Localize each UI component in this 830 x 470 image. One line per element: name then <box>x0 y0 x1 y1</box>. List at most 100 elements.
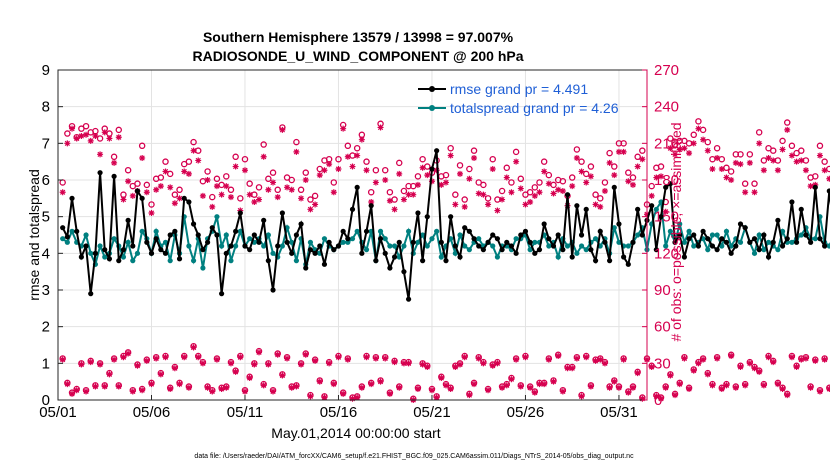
series-point-rmse <box>359 250 365 256</box>
x-axis: 05/01 05/06 05/11 05/16 05/21 05/26 05/31 <box>39 395 638 421</box>
obs-assimilated-low-marker <box>639 395 646 402</box>
obs-assimilated-marker <box>447 152 454 159</box>
obs-assimilated-low-marker <box>433 394 440 401</box>
obs-assimilated-marker <box>709 166 716 172</box>
obs-assimilated-marker <box>648 192 655 199</box>
obs-assimilated-marker <box>513 158 520 165</box>
obs-assimilated-marker <box>302 177 309 183</box>
obs-assimilated-low-marker <box>428 387 435 394</box>
obs-possible-marker <box>311 192 319 200</box>
obs-assimilated-low-marker <box>816 388 823 395</box>
obs-assimilated-low-marker <box>700 356 707 363</box>
obs-assimilated-low-marker <box>167 386 174 392</box>
series-point-rmse <box>560 247 566 253</box>
series-point-rmse <box>396 239 402 245</box>
series-point-rmse <box>536 247 543 253</box>
obs-possible-marker <box>587 163 595 170</box>
obs-assimilated-marker <box>452 201 459 208</box>
obs-assimilated-low-marker <box>751 365 758 372</box>
series-point-totalspread <box>102 254 108 260</box>
obs-possible-marker <box>218 181 225 189</box>
obs-assimilated-marker <box>400 196 407 203</box>
obs-assimilated-marker <box>779 146 786 153</box>
obs-assimilated-marker <box>386 197 393 204</box>
obs-assimilated-marker <box>316 172 323 179</box>
y-tick-label-right: 150 <box>654 209 679 226</box>
obs-assimilated-marker <box>522 201 529 208</box>
obs-assimilated-low-marker <box>354 394 361 401</box>
obs-assimilated-marker <box>59 189 66 196</box>
obs-possible-marker <box>166 170 174 178</box>
obs-assimilated-marker <box>527 199 534 205</box>
series-point-totalspread <box>354 228 360 234</box>
obs-assimilated-marker <box>686 150 693 157</box>
series-point-rmse <box>630 239 636 245</box>
obs-assimilated-low-marker <box>662 384 669 391</box>
series-point-rmse <box>578 232 585 238</box>
obs-possible-marker <box>798 147 805 154</box>
x-axis-label: May.01,2014 00:00:00 start <box>271 425 441 441</box>
series-point-totalspread <box>69 228 75 234</box>
obs-assimilated-marker <box>190 147 197 154</box>
x-tick-label: 05/21 <box>413 404 451 421</box>
obs-assimilated-low-marker <box>583 354 590 361</box>
obs-assimilated-marker <box>728 177 735 183</box>
obs-assimilated-marker <box>101 129 108 136</box>
x-tick-label: 05/01 <box>39 404 77 421</box>
obs-assimilated-marker <box>115 134 122 141</box>
obs-assimilated-low-marker <box>312 357 319 364</box>
obs-assimilated-low-marker <box>714 355 721 362</box>
series-point-rmse <box>424 214 430 220</box>
series-point-rmse <box>186 199 192 205</box>
obs-assimilated-low-marker <box>307 393 314 400</box>
obs-assimilated-low-marker <box>223 384 230 391</box>
obs-possible-marker <box>512 148 520 156</box>
plot-area <box>57 69 830 403</box>
obs-assimilated-low-marker <box>69 390 76 397</box>
obs-possible-marker <box>391 196 398 203</box>
obs-possible-marker <box>531 184 539 191</box>
obs-possible-marker <box>419 155 426 163</box>
series-point-totalspread <box>111 236 117 242</box>
obs-assimilated-marker <box>784 126 791 133</box>
obs-assimilated-marker <box>634 163 641 170</box>
obs-possible-marker <box>461 196 468 203</box>
obs-assimilated-marker <box>335 166 342 172</box>
obs-assimilated-low-marker <box>279 372 286 379</box>
obs-possible-marker <box>316 165 324 173</box>
obs-assimilated-marker <box>816 152 823 159</box>
series-point-totalspread <box>420 232 426 238</box>
y-tick-label-right: 60 <box>654 319 671 336</box>
obs-assimilated-low-marker <box>78 361 85 368</box>
obs-assimilated-marker <box>428 178 435 185</box>
obs-assimilated-low-marker <box>826 386 830 392</box>
y-tick-label-left: 0 <box>42 392 50 409</box>
y-tick-label-right: 180 <box>654 172 679 189</box>
obs-assimilated-marker <box>181 168 188 175</box>
obs-possible-marker <box>597 195 604 202</box>
y-tick-label-left: 6 <box>42 172 50 189</box>
series-point-totalspread <box>490 243 496 249</box>
obs-assimilated-marker <box>639 156 646 163</box>
obs-assimilated-low-marker <box>592 357 599 364</box>
obs-assimilated-marker <box>611 172 618 179</box>
obs-possible-marker <box>718 155 726 163</box>
obs-assimilated-marker <box>209 203 216 210</box>
obs-possible-marker <box>480 181 487 189</box>
obs-assimilated-marker <box>368 199 375 205</box>
series-point-rmse <box>607 258 613 264</box>
obs-assimilated-marker <box>232 163 239 170</box>
series-point-totalspread <box>415 239 421 245</box>
obs-assimilated-marker <box>494 207 501 214</box>
series-point-totalspread <box>186 243 192 249</box>
series-point-totalspread <box>723 228 730 234</box>
series-point-totalspread <box>546 243 552 249</box>
obs-assimilated-low-marker <box>737 364 744 370</box>
obs-assimilated-marker <box>106 135 113 142</box>
series-point-totalspread <box>438 254 444 260</box>
obs-possible-marker <box>372 166 380 174</box>
obs-assimilated-low-marker <box>265 361 272 368</box>
series-point-totalspread <box>349 236 356 242</box>
obs-possible-marker <box>288 176 295 184</box>
obs-possible-marker <box>209 193 216 201</box>
